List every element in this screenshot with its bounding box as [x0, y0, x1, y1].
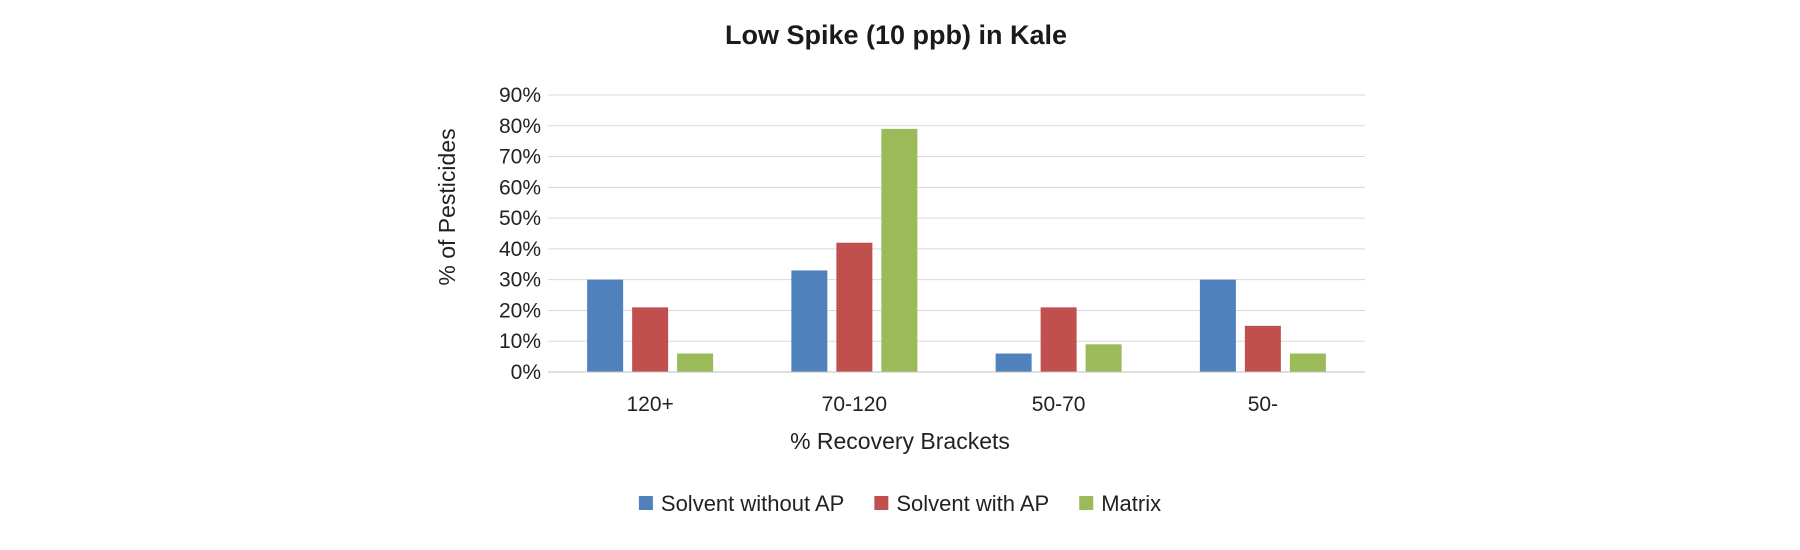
legend-swatch — [874, 496, 889, 510]
y-tick-label: 60% — [499, 176, 541, 199]
bars — [587, 128, 1326, 372]
bar-matrix-50-70 — [1085, 344, 1122, 372]
y-tick-label: 30% — [499, 269, 541, 292]
y-tick-label: 10% — [499, 330, 541, 353]
bar-solvent-with-ap-120+ — [632, 307, 669, 372]
legend-item: Solvent with AP — [874, 491, 1049, 516]
bar-solvent-with-ap-50- — [1244, 325, 1281, 372]
y-tick-label: 40% — [499, 238, 541, 261]
legend-label: Matrix — [1101, 491, 1161, 516]
legend-swatch — [1079, 496, 1094, 510]
x-tick-label: 50- — [1248, 393, 1278, 416]
bar-solvent-with-ap-70-120 — [836, 242, 873, 372]
legend-swatch — [638, 496, 653, 510]
bar-matrix-120+ — [677, 353, 714, 372]
bar-solvent-with-ap-50-70 — [1040, 307, 1077, 372]
gridlines — [548, 94, 1365, 342]
bar-solvent-without-ap-70-120 — [791, 270, 828, 372]
bar-solvent-without-ap-120+ — [587, 279, 624, 372]
y-tick-label: 90% — [499, 84, 541, 107]
chart-title: Low Spike (10 ppb) in Kale — [725, 20, 1067, 50]
legend-label: Solvent without AP — [661, 491, 844, 516]
x-axis-ticks: 120+ 70-120 50-70 50- — [626, 393, 1278, 416]
y-tick-label: 20% — [499, 299, 541, 322]
x-axis-title: % Recovery Brackets — [790, 428, 1010, 454]
x-tick-label: 70-120 — [822, 393, 887, 416]
bar-matrix-50- — [1289, 353, 1326, 372]
y-tick-label: 80% — [499, 115, 541, 138]
bar-matrix-70-120 — [881, 128, 918, 372]
x-tick-label: 50-70 — [1032, 393, 1086, 416]
y-tick-label: 0% — [511, 361, 541, 384]
y-axis-title: % of Pesticides — [434, 128, 460, 285]
bar-solvent-without-ap-50-70 — [995, 353, 1032, 372]
legend-item: Matrix — [1079, 491, 1161, 516]
x-tick-label: 120+ — [626, 393, 673, 416]
y-tick-label: 50% — [499, 207, 541, 230]
y-tick-label: 70% — [499, 146, 541, 169]
legend: Solvent without AP Solvent with AP Matrix — [638, 491, 1161, 516]
legend-label: Solvent with AP — [896, 491, 1049, 516]
legend-item: Solvent without AP — [638, 491, 844, 516]
y-axis-ticks: 0% 10% 20% 30% 40% 50% 60% 70% 80% 90% — [499, 84, 541, 384]
bar-solvent-without-ap-50- — [1199, 279, 1236, 372]
